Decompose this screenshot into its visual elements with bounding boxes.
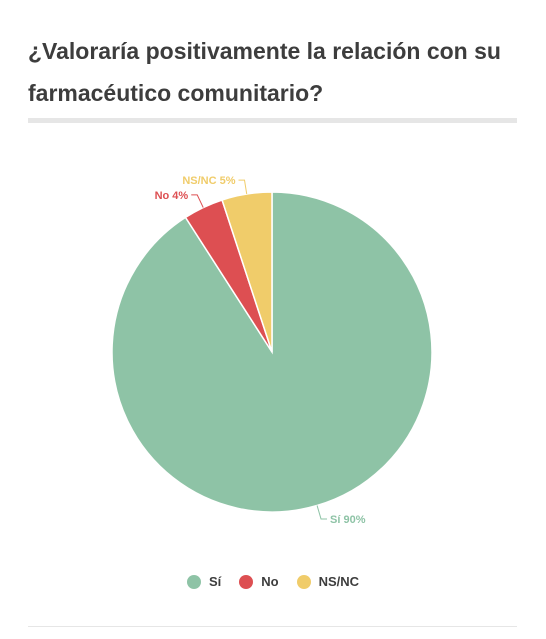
slice-label-no: No 4%: [155, 190, 189, 202]
label-leader-no: [191, 194, 204, 208]
pie-slice-nsnc[interactable]: [221, 191, 273, 353]
legend-item-nsnc[interactable]: NS/NC: [296, 574, 360, 589]
legend-label-si: Sí: [208, 574, 222, 589]
legend-marker-no: [239, 574, 254, 589]
chart-title: ¿Valoraría positivamente la relación con…: [28, 38, 501, 106]
label-leader-s: [316, 505, 328, 520]
legend-marker-si: [186, 574, 201, 589]
legend-label-no: No: [261, 574, 279, 589]
title-divider: [28, 118, 517, 123]
chart-legend: Sí No NS/NC: [0, 574, 546, 589]
slice-label-s: Sí 90%: [330, 514, 366, 526]
legend-label-nsnc: NS/NC: [318, 574, 360, 589]
pie-chart: Sí 90% No 4% NS/NC 5%: [111, 175, 433, 526]
bottom-divider: [28, 626, 517, 627]
legend-item-si[interactable]: Sí: [186, 574, 222, 589]
legend-marker-nsnc: [296, 574, 311, 589]
slice-label-nsnc: NS/NC 5%: [182, 175, 235, 187]
label-leader-nsnc: [238, 179, 248, 195]
legend-item-no[interactable]: No: [239, 574, 279, 589]
